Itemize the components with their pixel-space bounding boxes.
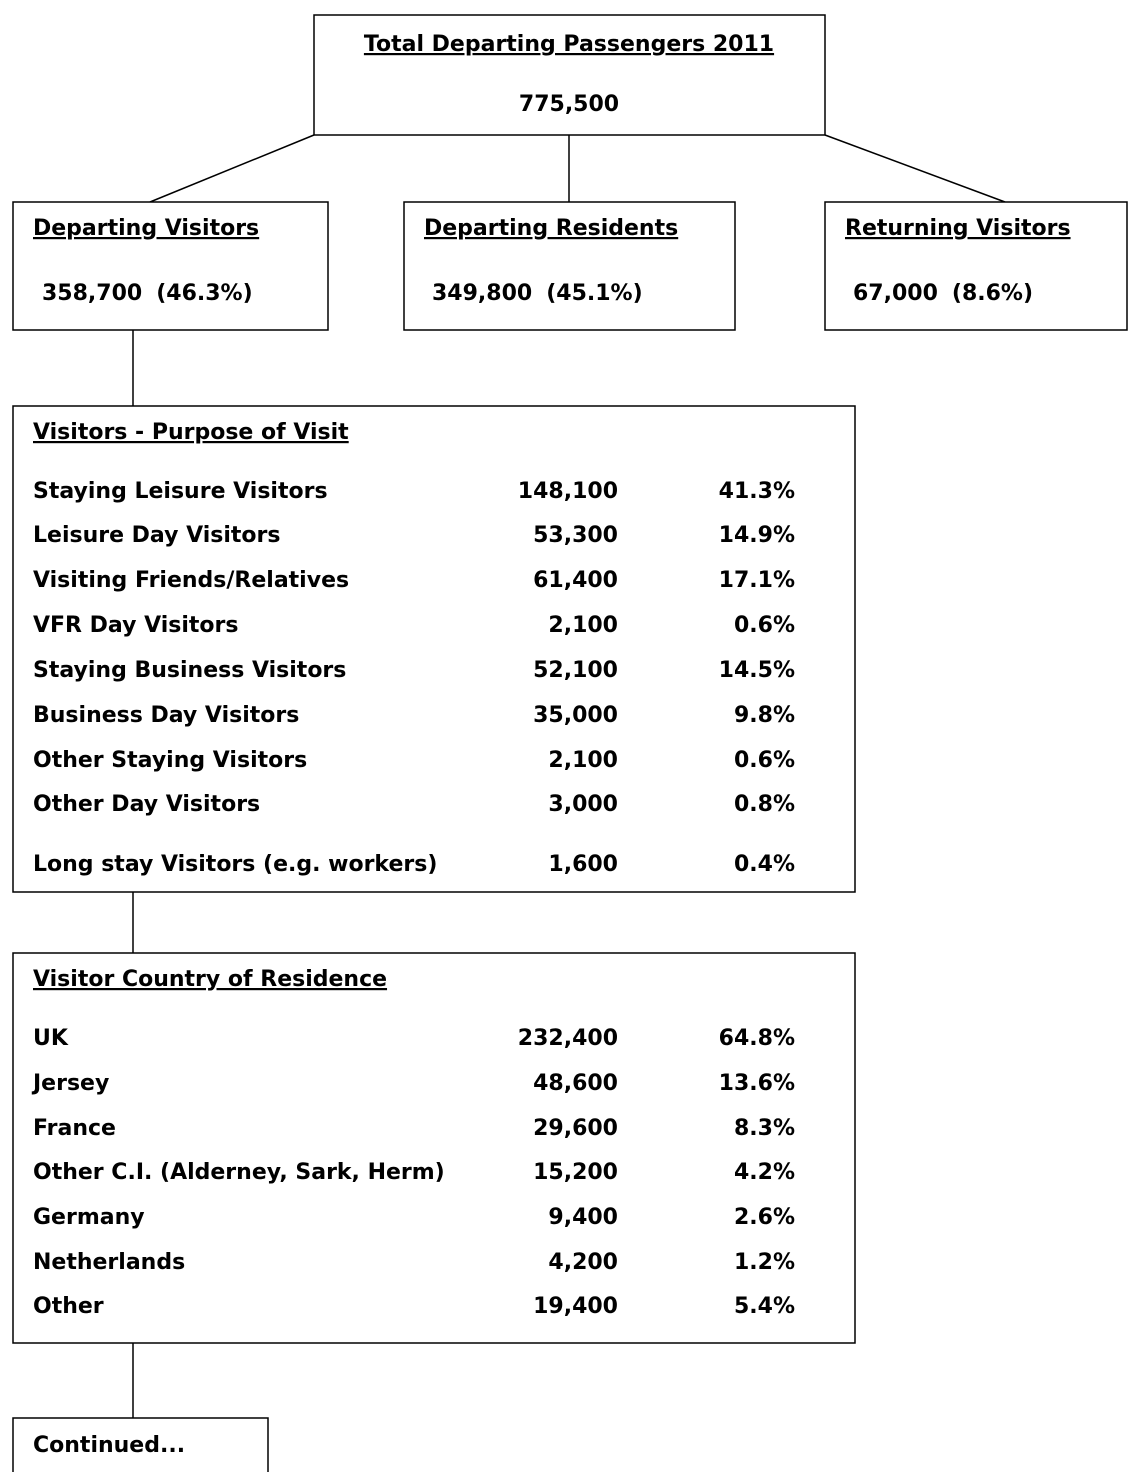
row-label: Visiting Friends/Relatives bbox=[33, 568, 349, 593]
row-percent: 4.2% bbox=[734, 1160, 795, 1185]
row-percent: 17.1% bbox=[719, 568, 795, 593]
row-count: 29,600 bbox=[533, 1116, 618, 1141]
row-percent: 2.6% bbox=[734, 1205, 795, 1230]
row-percent: 0.6% bbox=[734, 613, 795, 638]
row-percent: 5.4% bbox=[734, 1294, 795, 1319]
row-count: 15,200 bbox=[533, 1160, 618, 1185]
row-label: Germany bbox=[33, 1205, 145, 1230]
row-percent: 0.4% bbox=[734, 852, 795, 877]
branch-percent: (8.6%) bbox=[952, 281, 1033, 306]
row-count: 9,400 bbox=[548, 1205, 618, 1230]
row-label: Long stay Visitors (e.g. workers) bbox=[33, 852, 437, 877]
row-count: 2,100 bbox=[548, 748, 618, 773]
row-label: UK bbox=[33, 1026, 69, 1051]
connector bbox=[824, 134, 1006, 203]
branch-title: Departing Visitors bbox=[33, 216, 259, 241]
row-count: 35,000 bbox=[533, 703, 618, 728]
row-label: Leisure Day Visitors bbox=[33, 523, 281, 548]
row-percent: 41.3% bbox=[719, 479, 795, 504]
row-percent: 0.8% bbox=[734, 792, 795, 817]
row-count: 2,100 bbox=[548, 613, 618, 638]
row-label: Staying Business Visitors bbox=[33, 658, 346, 683]
row-percent: 14.9% bbox=[719, 523, 795, 548]
row-percent: 8.3% bbox=[734, 1116, 795, 1141]
branch-value: 358,700 bbox=[42, 281, 142, 306]
branch-title: Returning Visitors bbox=[845, 216, 1071, 241]
footer-text: Continued... bbox=[33, 1433, 185, 1458]
branch-percent: (46.3%) bbox=[156, 281, 252, 306]
row-label: France bbox=[33, 1116, 116, 1141]
row-label: Netherlands bbox=[33, 1250, 185, 1275]
branch-value: 67,000 bbox=[853, 281, 938, 306]
row-count: 1,600 bbox=[548, 852, 618, 877]
row-count: 61,400 bbox=[533, 568, 618, 593]
row-percent: 1.2% bbox=[734, 1250, 795, 1275]
row-count: 48,600 bbox=[533, 1071, 618, 1096]
branch-figures: 358,700 (46.3%) bbox=[42, 281, 253, 306]
row-label: Other Day Visitors bbox=[33, 792, 260, 817]
row-count: 148,100 bbox=[518, 479, 618, 504]
branch-title: Departing Residents bbox=[424, 216, 678, 241]
row-label: Staying Leisure Visitors bbox=[33, 479, 328, 504]
row-count: 19,400 bbox=[533, 1294, 618, 1319]
row-percent: 9.8% bbox=[734, 703, 795, 728]
branch-box bbox=[824, 201, 1128, 331]
branch-box bbox=[403, 201, 736, 331]
row-label: Other bbox=[33, 1294, 104, 1319]
top-box bbox=[313, 14, 826, 136]
row-percent: 0.6% bbox=[734, 748, 795, 773]
branch-box bbox=[12, 201, 329, 331]
top-title: Total Departing Passengers 2011 bbox=[364, 32, 774, 57]
row-count: 3,000 bbox=[548, 792, 618, 817]
row-count: 232,400 bbox=[518, 1026, 618, 1051]
row-percent: 13.6% bbox=[719, 1071, 795, 1096]
connector bbox=[149, 134, 315, 203]
branch-percent: (45.1%) bbox=[546, 281, 642, 306]
row-percent: 64.8% bbox=[719, 1026, 795, 1051]
row-count: 53,300 bbox=[533, 523, 618, 548]
row-label: Other Staying Visitors bbox=[33, 748, 307, 773]
row-label: Jersey bbox=[31, 1071, 109, 1096]
purpose-title: Visitors - Purpose of Visit bbox=[33, 420, 349, 445]
row-label: VFR Day Visitors bbox=[33, 613, 238, 638]
top-value: 775,500 bbox=[519, 92, 619, 117]
branch-figures: 67,000 (8.6%) bbox=[853, 281, 1033, 306]
branch-figures: 349,800 (45.1%) bbox=[432, 281, 643, 306]
country-title: Visitor Country of Residence bbox=[33, 967, 387, 992]
row-count: 4,200 bbox=[548, 1250, 618, 1275]
row-count: 52,100 bbox=[533, 658, 618, 683]
row-percent: 14.5% bbox=[719, 658, 795, 683]
row-label: Other C.I. (Alderney, Sark, Herm) bbox=[33, 1160, 445, 1185]
purpose-box bbox=[12, 405, 856, 893]
branch-value: 349,800 bbox=[432, 281, 532, 306]
row-label: Business Day Visitors bbox=[33, 703, 299, 728]
country-box bbox=[12, 952, 856, 1344]
footer-box bbox=[12, 1417, 269, 1472]
